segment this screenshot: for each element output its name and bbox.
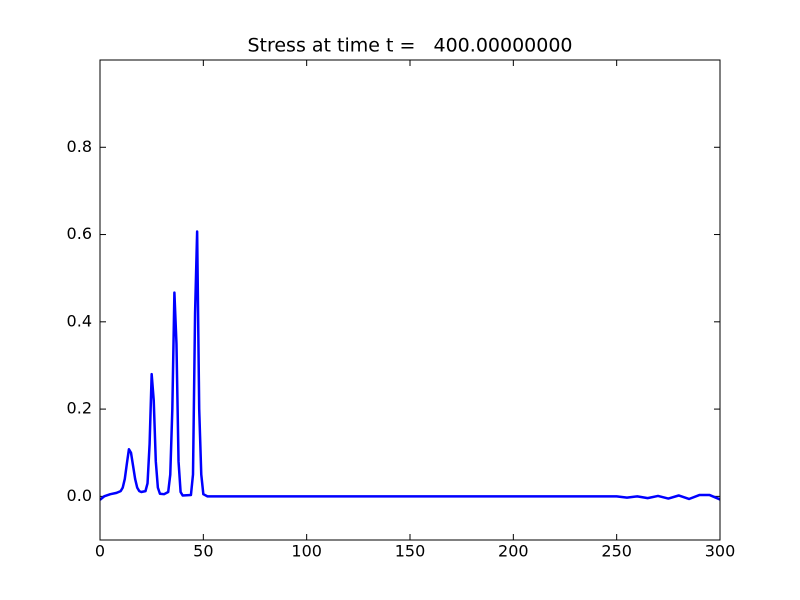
y-tick-label: 0.6: [67, 224, 92, 243]
x-tick-label: 50: [193, 542, 213, 561]
x-tick-label: 200: [498, 542, 529, 561]
y-tick-label: 0.4: [67, 311, 92, 330]
y-tick-label: 0.0: [67, 486, 92, 505]
x-tick-label: 0: [95, 542, 105, 561]
data-line: [100, 230, 720, 501]
x-tick-label: 150: [395, 542, 426, 561]
x-tick-label: 100: [291, 542, 322, 561]
plot-frame: [99, 59, 721, 541]
x-tick-label: 250: [601, 542, 632, 561]
y-tick-label: 0.2: [67, 399, 92, 418]
y-tick-label: 0.8: [67, 137, 92, 156]
x-tick-label: 300: [705, 542, 736, 561]
chart-title: Stress at time t = 400.00000000: [247, 35, 572, 57]
